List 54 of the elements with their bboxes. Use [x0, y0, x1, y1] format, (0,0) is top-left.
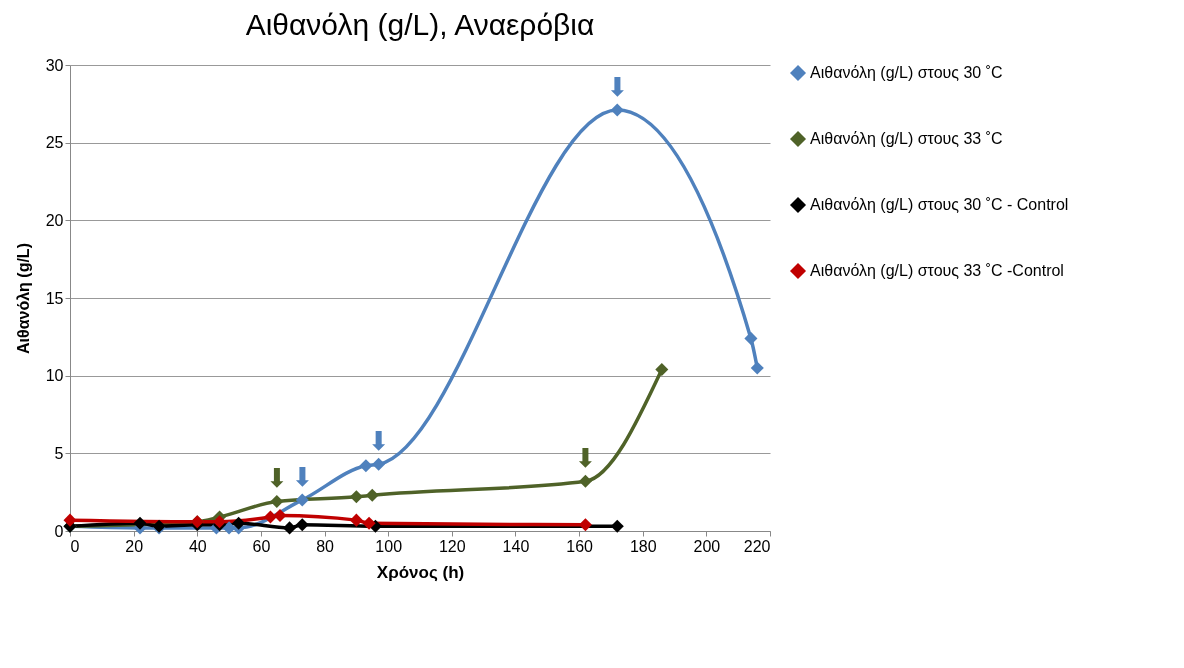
x-tick-label: 200 [693, 537, 721, 555]
annotation: ⬇ [291, 461, 314, 492]
point [273, 508, 287, 522]
x-tick-label: 180 [629, 537, 657, 555]
y-axis-title: Αιθανόλη (g/L) [14, 243, 32, 354]
point [295, 493, 309, 507]
point [610, 519, 624, 533]
annotation: ⬇ [606, 72, 629, 103]
annotation: ⬇ [265, 463, 288, 494]
point [655, 362, 669, 376]
point [232, 516, 246, 530]
x-tick-label: 40 [188, 537, 207, 555]
point [283, 521, 297, 535]
x-tick-label: 100 [375, 537, 403, 555]
point [578, 518, 592, 532]
legend-label: Αιθανόλη (g/L) στους 33 ˚C [810, 130, 1003, 147]
y-tick-label: 30 [45, 56, 64, 74]
y-tick-label: 10 [45, 367, 64, 385]
x-axis-title: Χρόνος (h) [376, 562, 465, 582]
point [222, 521, 236, 535]
point [365, 488, 379, 502]
legend-label: Αιθανόλη (g/L) στους 33 ˚C -Control [810, 262, 1064, 279]
point [744, 331, 758, 345]
x-tick-label: 140 [502, 537, 530, 555]
point [359, 459, 373, 473]
point [270, 494, 284, 509]
y-tick-label: 15 [45, 289, 64, 307]
point [295, 518, 309, 532]
point [578, 474, 592, 488]
x-tick-label: 160 [566, 537, 594, 555]
point [362, 516, 376, 530]
legend-label: Αιθανόλη (g/L) στους 30 ˚C [810, 64, 1003, 81]
y-tick-label: 25 [45, 134, 64, 152]
legend-label: Αιθανόλη (g/L) στους 30 ˚C - Control [810, 196, 1069, 213]
point [610, 103, 624, 117]
x-tick-label: 120 [438, 537, 466, 555]
point [349, 490, 363, 504]
y-tick-label: 20 [45, 211, 64, 229]
point [133, 516, 147, 530]
chart-title: Αιθανόλη (g/L), Αναερόβια [245, 8, 595, 41]
y-tick-label: 0 [54, 522, 64, 540]
point [750, 361, 764, 375]
annotation: ⬇ [574, 443, 597, 474]
point [372, 457, 386, 471]
x-tick-label: 20 [125, 537, 144, 555]
x-tick-label: 60 [252, 537, 271, 555]
annotation: ⬇ [367, 426, 390, 457]
point [63, 513, 77, 527]
x-tick-label: 220 [743, 537, 771, 555]
x-tick-label: 0 [70, 537, 80, 555]
point [263, 510, 277, 524]
point [349, 513, 363, 527]
x-tick-label: 80 [316, 537, 335, 555]
y-tick-label: 5 [54, 444, 64, 462]
